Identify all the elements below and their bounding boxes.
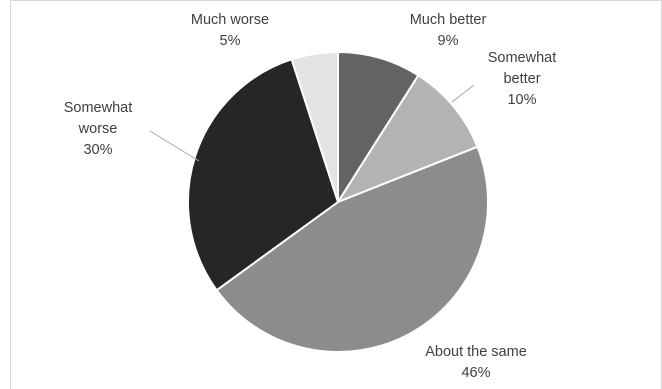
slice-label: Much better 9%	[410, 12, 487, 49]
pie-slice-much-worse	[290, 50, 339, 203]
pie-slice-somewhat-better	[335, 73, 479, 205]
slice-label: Somewhat worse 30%	[64, 100, 133, 158]
pie-slice-much-better	[337, 50, 420, 206]
slice-label: Much worse 5%	[191, 12, 269, 49]
pie-slice-about-the-same	[215, 145, 489, 354]
slice-label: About the same 46%	[425, 344, 527, 381]
slice-label: Somewhat better 10%	[488, 50, 557, 108]
pie-slice-somewhat-worse	[187, 58, 340, 292]
leader-line	[149, 130, 200, 162]
leader-line	[451, 84, 475, 103]
